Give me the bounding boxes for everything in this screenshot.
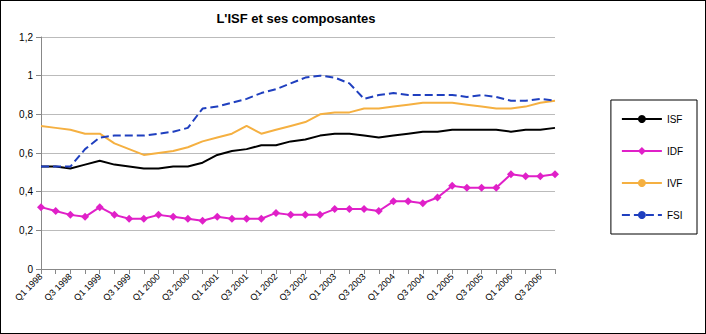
svg-text:ISF: ISF xyxy=(667,114,683,125)
svg-text:L'ISF et ses composantes: L'ISF et ses composantes xyxy=(216,11,375,26)
svg-text:Q3 2001: Q3 2001 xyxy=(219,271,250,302)
svg-text:Q1 2005: Q1 2005 xyxy=(424,271,455,302)
svg-text:Q1 2000: Q1 2000 xyxy=(131,271,162,302)
svg-text:Q3 2000: Q3 2000 xyxy=(160,271,191,302)
svg-text:0: 0 xyxy=(27,264,33,275)
svg-text:FSI: FSI xyxy=(667,210,683,221)
svg-text:0,2: 0,2 xyxy=(19,225,33,236)
svg-text:Q1 1998: Q1 1998 xyxy=(13,271,44,302)
svg-text:Q3 2003: Q3 2003 xyxy=(336,271,367,302)
svg-text:Q1 2004: Q1 2004 xyxy=(366,271,397,302)
svg-text:Q1 2003: Q1 2003 xyxy=(307,271,338,302)
svg-text:Q3 2005: Q3 2005 xyxy=(454,271,485,302)
svg-text:Q3 2004: Q3 2004 xyxy=(395,271,426,302)
svg-text:0,6: 0,6 xyxy=(19,148,33,159)
svg-text:0,8: 0,8 xyxy=(19,109,33,120)
svg-text:Q1 2002: Q1 2002 xyxy=(248,271,279,302)
svg-text:Q1 2006: Q1 2006 xyxy=(483,271,514,302)
svg-text:1,2: 1,2 xyxy=(19,32,33,43)
svg-text:IDF: IDF xyxy=(667,146,683,157)
svg-text:Q1 2001: Q1 2001 xyxy=(189,271,220,302)
svg-text:IVF: IVF xyxy=(667,178,683,189)
svg-text:Q1 1999: Q1 1999 xyxy=(72,271,103,302)
svg-text:Q3 2006: Q3 2006 xyxy=(512,271,543,302)
svg-text:Q3 1998: Q3 1998 xyxy=(42,271,73,302)
svg-text:0,4: 0,4 xyxy=(19,186,33,197)
svg-text:Q3 1999: Q3 1999 xyxy=(101,271,132,302)
svg-text:Q3 2002: Q3 2002 xyxy=(277,271,308,302)
svg-text:1: 1 xyxy=(27,70,33,81)
